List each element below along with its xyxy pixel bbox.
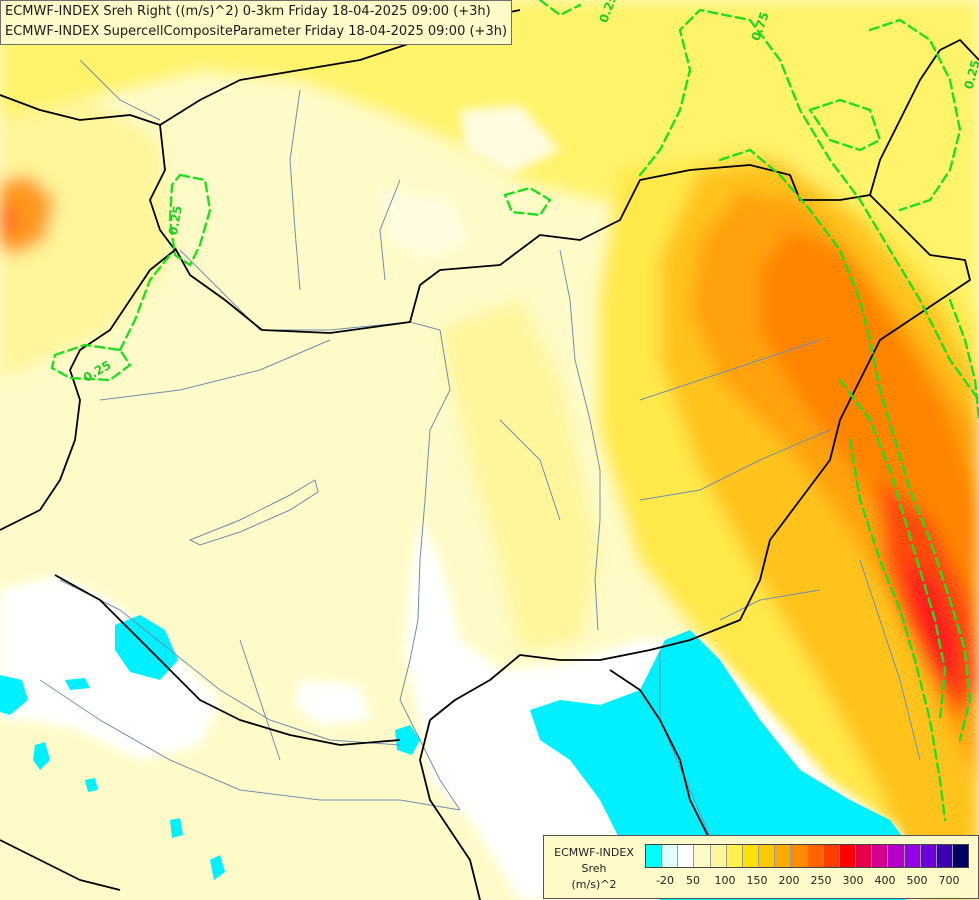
contour-northeast-2	[808, 98, 882, 152]
legend-tick-label: 700	[938, 874, 960, 887]
cyan-patch-small-3	[65, 678, 90, 690]
rivers	[39, 59, 921, 861]
legend-swatch	[662, 845, 679, 867]
legend-unit-label: (m/s)^2	[571, 878, 617, 891]
legend-swatch	[888, 845, 905, 867]
country-borders	[0, 9, 979, 900]
river-morava-south	[659, 650, 721, 861]
river-tisza	[559, 249, 601, 631]
legend-swatch	[936, 845, 953, 867]
legend-tick-label: 250	[810, 874, 832, 887]
cyan-patch-small-1	[0, 675, 28, 715]
legend-swatch	[710, 845, 727, 867]
white-patch-yellowzone	[380, 190, 470, 260]
legend-swatch	[952, 845, 969, 867]
contour-ring-north	[538, 0, 582, 17]
title-line-supercell: ECMWF-INDEX SupercellCompositeParameter …	[5, 24, 508, 39]
legend-color-bar	[645, 844, 969, 868]
legend-tick-labels: -20 50 100 150 200 250 300 400 500 700	[645, 874, 979, 890]
river-drava	[59, 579, 401, 746]
contour-north-small	[503, 186, 552, 217]
contour-east-south	[848, 438, 947, 822]
contour-east-outer	[638, 8, 979, 402]
contour-east-core	[838, 378, 947, 722]
river-misc-1	[79, 59, 161, 121]
legend-swatch	[775, 845, 792, 867]
legend-tick-label: 50	[686, 874, 700, 887]
yellow-zone-north	[0, 0, 979, 330]
cyan-patch-small-6	[210, 855, 225, 880]
river-hron	[379, 179, 401, 281]
border-hungary-slovakia	[174, 164, 871, 334]
contour-west-south	[50, 343, 132, 382]
border-hungary-romania	[429, 194, 971, 721]
river-sava	[39, 679, 461, 811]
legend-swatch	[742, 845, 760, 867]
contour-west-north	[168, 173, 212, 267]
border-serbia-croatia	[419, 719, 481, 900]
white-patch-north	[460, 105, 560, 175]
legend-tick-label: 200	[778, 874, 800, 887]
legend-variable-label: Sreh	[581, 862, 607, 875]
border-misc-south	[0, 839, 121, 891]
red-blob-west	[0, 200, 20, 240]
legend-swatch	[791, 845, 808, 867]
river-raba	[99, 339, 331, 401]
river-olt	[859, 559, 921, 761]
river-mures	[639, 429, 831, 501]
cyan-zone-southeast	[530, 630, 905, 900]
legend-swatch	[872, 845, 889, 867]
contour-east-inner	[718, 148, 972, 742]
cyan-patch-small-5	[170, 818, 183, 838]
legend-tick-label: 300	[842, 874, 864, 887]
map-title-box: ECMWF-INDEX Sreh Right ((m/s)^2) 0-3km F…	[0, 0, 513, 45]
contour-label: 0.25	[166, 205, 185, 237]
cyan-patch-small-2	[395, 725, 420, 755]
legend-swatch	[759, 845, 776, 867]
legend-swatch	[839, 845, 857, 867]
legend-tick-label: -20	[656, 874, 674, 887]
legend-source-label: ECMWF-INDEX	[554, 846, 634, 859]
legend-tick-label: 100	[714, 874, 736, 887]
red-peak	[905, 560, 958, 690]
river-danube	[179, 249, 461, 811]
yellow-zone-west	[0, 100, 170, 380]
border-austria-slovenia	[0, 249, 176, 531]
legend-tick-label: 500	[906, 874, 928, 887]
border-ukraine-romania	[869, 39, 979, 196]
legend-swatch	[856, 845, 873, 867]
legend-swatch	[726, 845, 743, 867]
legend-swatch	[904, 845, 921, 867]
legend-tick-label: 150	[746, 874, 768, 887]
river-misc-2	[499, 419, 561, 521]
legend-swatch	[823, 845, 840, 867]
supercell-contours	[50, 0, 979, 822]
legend-swatch	[807, 845, 824, 867]
color-legend: ECMWF-INDEX Sreh (m/s)^2 -20 50 100 150 200 2…	[543, 835, 979, 899]
river-misc-3	[719, 589, 821, 621]
white-patch-central	[295, 680, 370, 725]
title-line-sreh: ECMWF-INDEX Sreh Right ((m/s)^2) 0-3km F…	[5, 4, 491, 19]
legend-swatch	[646, 845, 663, 867]
legend-swatch	[694, 845, 711, 867]
legend-tick-label: 400	[874, 874, 896, 887]
cyan-patch-small-4	[33, 742, 50, 770]
border-croatia-bosnia	[54, 574, 401, 746]
legend-swatch	[678, 845, 695, 867]
contour-east-edge	[948, 298, 979, 422]
orange-blob-west	[0, 175, 55, 255]
yellow-band-central	[440, 300, 600, 650]
river-somes	[639, 339, 821, 401]
contour-northeast-1	[868, 18, 962, 212]
river-bosna	[239, 639, 281, 761]
river-vah	[289, 89, 301, 291]
white-zone-southwest	[0, 575, 220, 760]
cyan-patch-small-7	[85, 778, 98, 792]
contour-west-link	[118, 253, 172, 352]
legend-swatch	[920, 845, 937, 867]
lake-balaton	[188, 479, 319, 546]
